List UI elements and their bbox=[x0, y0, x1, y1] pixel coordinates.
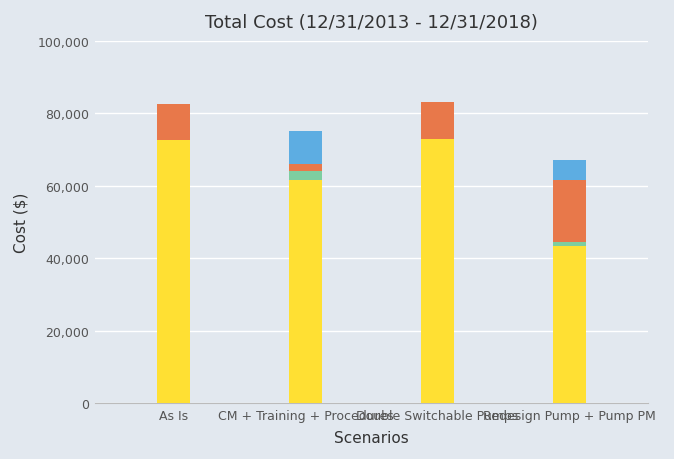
Title: Total Cost (12/31/2013 - 12/31/2018): Total Cost (12/31/2013 - 12/31/2018) bbox=[205, 14, 538, 32]
Bar bbox=[289, 165, 322, 172]
Bar bbox=[553, 161, 586, 181]
Bar bbox=[421, 140, 454, 403]
Bar bbox=[553, 242, 586, 246]
Bar bbox=[289, 181, 322, 403]
Bar bbox=[289, 132, 322, 165]
Bar bbox=[553, 181, 586, 242]
Bar bbox=[421, 103, 454, 140]
Bar bbox=[289, 172, 322, 181]
Y-axis label: Cost ($): Cost ($) bbox=[14, 192, 29, 252]
Bar bbox=[553, 246, 586, 403]
Bar bbox=[157, 141, 190, 403]
Bar bbox=[157, 105, 190, 141]
X-axis label: Scenarios: Scenarios bbox=[334, 430, 409, 445]
